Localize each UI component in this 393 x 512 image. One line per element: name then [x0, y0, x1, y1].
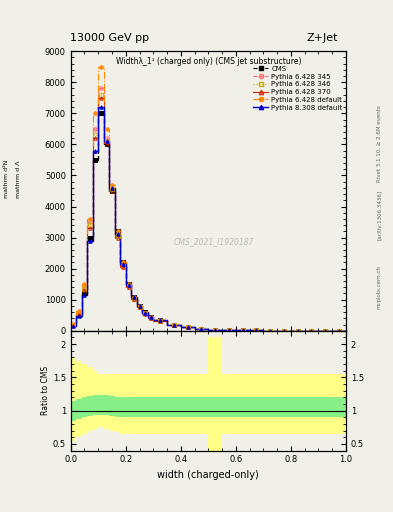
Text: mcplots.cern.ch: mcplots.cern.ch — [377, 265, 382, 309]
Text: [arXiv:1306.3436]: [arXiv:1306.3436] — [377, 190, 382, 240]
Legend: CMS, Pythia 6.428 345, Pythia 6.428 346, Pythia 6.428 370, Pythia 6.428 default,: CMS, Pythia 6.428 345, Pythia 6.428 346,… — [253, 66, 342, 111]
Text: Z+Jet: Z+Jet — [307, 33, 338, 44]
Text: mathrm d Λ: mathrm d Λ — [16, 161, 21, 198]
Text: CMS_2021_I1920187: CMS_2021_I1920187 — [174, 237, 254, 246]
Y-axis label: Ratio to CMS: Ratio to CMS — [41, 366, 50, 415]
Text: Widthλ_1¹ (charged only) (CMS jet substructure): Widthλ_1¹ (charged only) (CMS jet substr… — [116, 57, 301, 66]
Text: mathrm d²N: mathrm d²N — [4, 160, 9, 198]
Text: 13000 GeV pp: 13000 GeV pp — [70, 33, 150, 44]
Text: Rivet 3.1.10, ≥ 2.6M events: Rivet 3.1.10, ≥ 2.6M events — [377, 105, 382, 182]
X-axis label: width (charged-only): width (charged-only) — [158, 470, 259, 480]
